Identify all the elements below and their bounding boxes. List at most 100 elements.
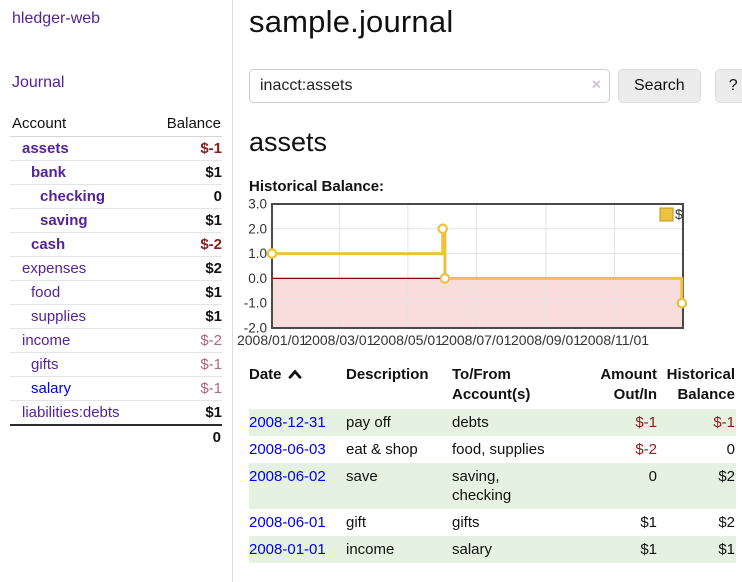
legend-swatch [659, 207, 674, 222]
y-tick-label: 2.0 [248, 221, 267, 236]
transaction-balance: $2 [718, 468, 735, 485]
sidebar-item-journal[interactable]: Journal [12, 74, 65, 91]
account-balance: $-1 [149, 136, 222, 161]
transaction-amount: 0 [648, 468, 657, 485]
transaction-balance: $-1 [713, 414, 735, 431]
search-help-button[interactable]: ? [714, 69, 742, 103]
account-balance: $1 [149, 208, 222, 233]
historical-balance-chart: $ -2.0 -1.0 0.0 1.0 2.0 3.0 2008/01/012008/03/0… [237, 197, 688, 348]
transaction-row: 2008-06-03 eat & shop food, supplies $-2 0 [249, 436, 736, 463]
transaction-description: income [346, 541, 395, 558]
x-tick-label: 2008/03/01 [304, 332, 374, 348]
account-link[interactable]: salary [31, 380, 72, 397]
account-link[interactable]: food [31, 284, 61, 301]
page-title: sample.journal [249, 4, 454, 39]
transaction-date-link[interactable]: 2008-12-31 [249, 414, 326, 431]
register-column-header: Description [346, 366, 429, 383]
accounts-header-balance: Balance [149, 113, 222, 137]
account-row: bank $1 [10, 160, 222, 185]
account-row: food $1 [10, 280, 222, 305]
account-link[interactable]: cash [31, 236, 66, 253]
account-row: gifts $-1 [10, 352, 222, 377]
sort-chevron-up-icon [288, 365, 302, 385]
transaction-date-link[interactable]: 2008-01-01 [249, 541, 326, 558]
account-balance: $2 [149, 256, 222, 281]
account-link[interactable]: liabilities:debts [22, 404, 120, 421]
search-form: × Search ? [249, 69, 742, 103]
register-table: Date Description To/From Account(s) Amount Ou… [249, 363, 736, 563]
account-link[interactable]: bank [31, 164, 67, 181]
app-title-link[interactable]: hledger-web [12, 10, 101, 27]
transaction-amount: $1 [640, 541, 657, 558]
transaction-date-link[interactable]: 2008-06-02 [249, 468, 326, 485]
y-tick-label: -1.0 [244, 296, 267, 311]
account-balance: $-2 [149, 232, 222, 257]
register-column-header: Historical Balance [666, 366, 735, 403]
account-row: salary $-1 [10, 376, 222, 401]
account-heading: assets [249, 127, 328, 157]
main-content: sample.journal × Search ? assets Histori… [233, 0, 742, 582]
transaction-row: 2008-06-02 save saving, checking 0 $2 [249, 463, 736, 509]
register-column-header: To/From Account(s) [452, 366, 531, 403]
x-tick-label: 2008/09/01 [511, 332, 581, 348]
account-balance: $1 [149, 400, 222, 426]
account-row: income $-2 [10, 328, 222, 353]
account-row: checking 0 [10, 184, 222, 209]
account-row: cash $-2 [10, 232, 222, 257]
account-link[interactable]: income [22, 332, 71, 349]
accounts-header-row: Account Balance [10, 113, 222, 137]
y-tick-label: 1.0 [248, 246, 267, 261]
account-row: assets $-1 [10, 136, 222, 161]
transaction-accounts: food, supplies [452, 441, 545, 458]
accounts-total-balance: 0 [149, 424, 222, 449]
transaction-amount: $1 [640, 514, 657, 531]
search-input-wrap: × [249, 69, 610, 103]
x-tick-label: 2008/05/01 [373, 332, 443, 348]
account-balance: $-1 [149, 352, 222, 377]
account-balance: $-1 [149, 376, 222, 401]
account-balance: 0 [149, 184, 222, 209]
account-balance: $-2 [149, 328, 222, 353]
x-tick-label: 2008/01/01 [237, 332, 307, 348]
chart-title: Historical Balance: [249, 178, 385, 195]
x-tick-label: 2008/07/01 [441, 332, 511, 348]
account-row: expenses $2 [10, 256, 222, 281]
accounts-total-row: 0 [10, 424, 222, 449]
transaction-description: save [346, 468, 378, 485]
accounts-table: Account Balance assets $-1 bank $1 checking 0… [10, 113, 222, 449]
account-row: liabilities:debts $1 [10, 400, 222, 426]
register-column-header[interactable]: Date [249, 363, 346, 409]
transaction-accounts: debts [452, 414, 489, 431]
legend-label: $ [675, 206, 683, 222]
account-row: supplies $1 [10, 304, 222, 329]
y-tick-label: 0.0 [248, 271, 267, 286]
accounts-header-account: Account [10, 113, 150, 137]
transaction-balance: $2 [718, 514, 735, 531]
transaction-accounts: salary [452, 541, 493, 558]
account-link[interactable]: expenses [22, 260, 87, 277]
transaction-balance: 0 [726, 441, 735, 458]
transaction-accounts: saving, checking [452, 468, 512, 504]
search-input[interactable] [249, 69, 610, 103]
sidebar: hledger-web Journal Account Balance asse… [0, 0, 233, 582]
y-tick-label: 3.0 [248, 197, 267, 212]
transaction-date-link[interactable]: 2008-06-01 [249, 514, 326, 531]
account-link[interactable]: assets [22, 140, 69, 157]
register-table-body: 2008-12-31 pay off debts $-1 $-1 2008-06-03 ea… [249, 409, 736, 563]
transaction-row: 2008-06-01 gift gifts $1 $2 [249, 509, 736, 536]
transaction-date-link[interactable]: 2008-06-03 [249, 441, 326, 458]
account-link[interactable]: saving [40, 212, 88, 229]
account-row: saving $1 [10, 208, 222, 233]
transaction-row: 2008-12-31 pay off debts $-1 $-1 [249, 409, 736, 436]
account-link[interactable]: gifts [31, 356, 59, 373]
account-balance: $1 [149, 304, 222, 329]
x-tick-label: 2008/11/01 [580, 332, 649, 348]
transaction-description: eat & shop [346, 441, 418, 458]
transaction-balance: $1 [718, 541, 735, 558]
account-link[interactable]: checking [40, 188, 106, 205]
account-link[interactable]: supplies [31, 308, 87, 325]
register-header-row: Date Description To/From Account(s) Amount Ou… [249, 363, 736, 409]
clear-search-icon[interactable]: × [591, 76, 601, 94]
search-button[interactable]: Search [618, 69, 701, 103]
